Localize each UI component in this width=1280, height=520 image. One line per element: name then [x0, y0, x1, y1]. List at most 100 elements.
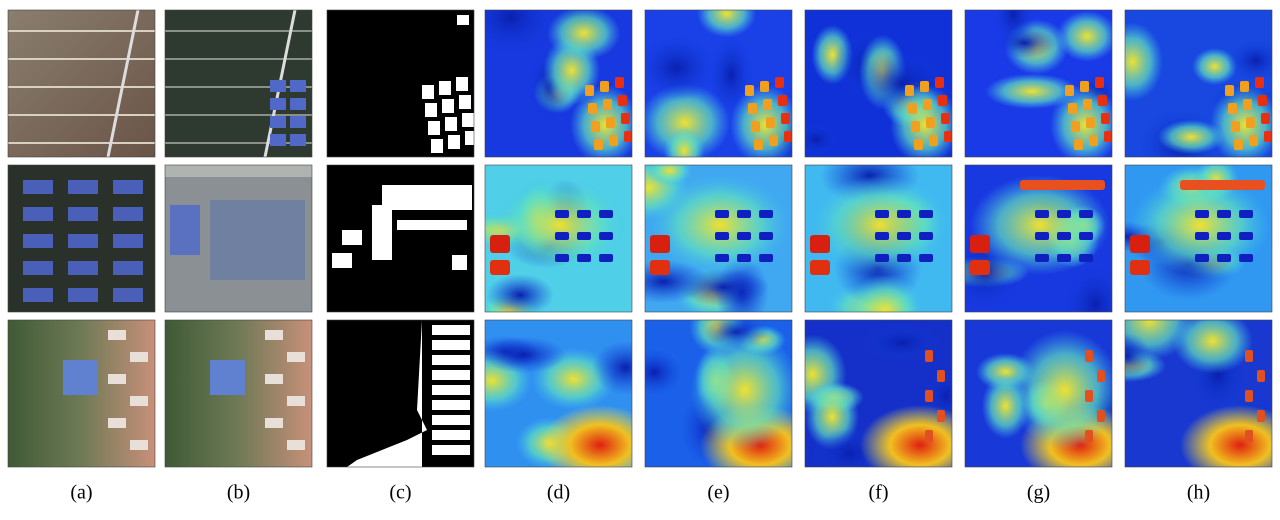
heat-building: [577, 232, 591, 240]
image-cell: [484, 9, 633, 158]
image-cell: [644, 164, 793, 313]
mask-building: [432, 445, 470, 455]
heat-building: [944, 131, 952, 142]
heat-blob: [690, 330, 792, 450]
image-content: [327, 320, 474, 467]
heat-blob: [890, 85, 952, 157]
heat-blob: [490, 175, 630, 275]
image-content: [1125, 320, 1272, 467]
image-border: [964, 164, 1113, 313]
roof: [210, 360, 245, 395]
mask-building: [432, 385, 470, 395]
heat-blob: [696, 10, 757, 38]
heat-blob: [1125, 332, 1151, 380]
heat-blob: [1063, 265, 1112, 312]
heat-blob: [540, 405, 632, 467]
image-border: [7, 9, 156, 158]
heat-building: [1243, 99, 1252, 110]
heat-building: [1085, 350, 1093, 362]
heat-building: [1068, 103, 1077, 114]
heat-building: [609, 135, 618, 146]
heat-blob: [1228, 39, 1272, 82]
image-content: [645, 165, 792, 312]
roof: [265, 330, 283, 340]
heat-building: [1195, 210, 1209, 218]
image-border: [644, 9, 793, 158]
roof: [68, 288, 98, 302]
road: [165, 114, 312, 116]
mask-building: [432, 325, 470, 335]
heat-building: [935, 77, 944, 88]
mask-building: [425, 103, 437, 117]
mask-building: [439, 81, 451, 95]
heat-blob: [1157, 119, 1225, 155]
heat-building: [1086, 117, 1095, 128]
image-content: [1125, 165, 1272, 312]
roof: [23, 207, 53, 221]
mask-building: [432, 400, 470, 410]
heat-blob: [846, 274, 925, 312]
heat-building: [760, 81, 769, 92]
roof: [130, 396, 148, 406]
mask-building: [457, 15, 469, 25]
roof: [290, 116, 306, 128]
heat-blob: [592, 340, 632, 396]
image-border: [644, 164, 793, 313]
image-content: [8, 10, 155, 157]
heat-building: [624, 131, 632, 142]
heat-building: [1245, 430, 1253, 442]
heat-building: [1228, 103, 1237, 114]
heat-building: [621, 113, 630, 124]
roof: [23, 234, 53, 248]
heat-blob: [485, 274, 555, 312]
photo-base: [8, 10, 155, 157]
roof: [265, 374, 283, 384]
image-cell: [164, 164, 313, 313]
heat-building: [599, 232, 613, 240]
image-cell: [326, 9, 475, 158]
mask-building: [462, 113, 474, 127]
heat-building: [1089, 135, 1098, 146]
heat-building: [1246, 117, 1255, 128]
heat-building: [1225, 85, 1234, 96]
image-border: [326, 164, 475, 313]
heat-building: [781, 113, 790, 124]
heat-building: [745, 85, 754, 96]
heat-building: [1255, 77, 1264, 88]
heat-building: [615, 77, 624, 88]
mask-building: [428, 121, 440, 135]
heat-building: [600, 81, 609, 92]
heat-building: [585, 85, 594, 96]
heat-building: [1101, 113, 1110, 124]
heat-blob: [1010, 330, 1112, 450]
image-content: [965, 10, 1112, 157]
image-cell: [164, 319, 313, 468]
roof: [113, 288, 143, 302]
heat-building: [650, 235, 670, 253]
image-border: [804, 319, 953, 468]
heat-building: [1257, 410, 1265, 422]
heat-blob: [1050, 85, 1112, 157]
roof: [68, 234, 98, 248]
roof: [113, 261, 143, 275]
heat-building: [588, 103, 597, 114]
heat-building: [1074, 139, 1083, 150]
heat-blob: [546, 10, 621, 61]
heat-building: [1085, 390, 1093, 402]
heat-building: [937, 370, 945, 382]
roof: [270, 98, 286, 110]
image-border: [964, 319, 1113, 468]
heat-building: [1098, 95, 1107, 106]
heat-building: [763, 99, 772, 110]
image-border: [164, 164, 313, 313]
image-content: [965, 165, 1112, 312]
image-content: [165, 165, 312, 312]
heat-building: [1245, 390, 1253, 402]
heat-blob: [570, 85, 632, 157]
image-border: [484, 319, 633, 468]
mask-base: [327, 10, 474, 157]
mask-building: [465, 131, 474, 145]
heat-building: [715, 254, 729, 262]
heat-building: [1180, 180, 1265, 190]
heat-building: [754, 139, 763, 150]
